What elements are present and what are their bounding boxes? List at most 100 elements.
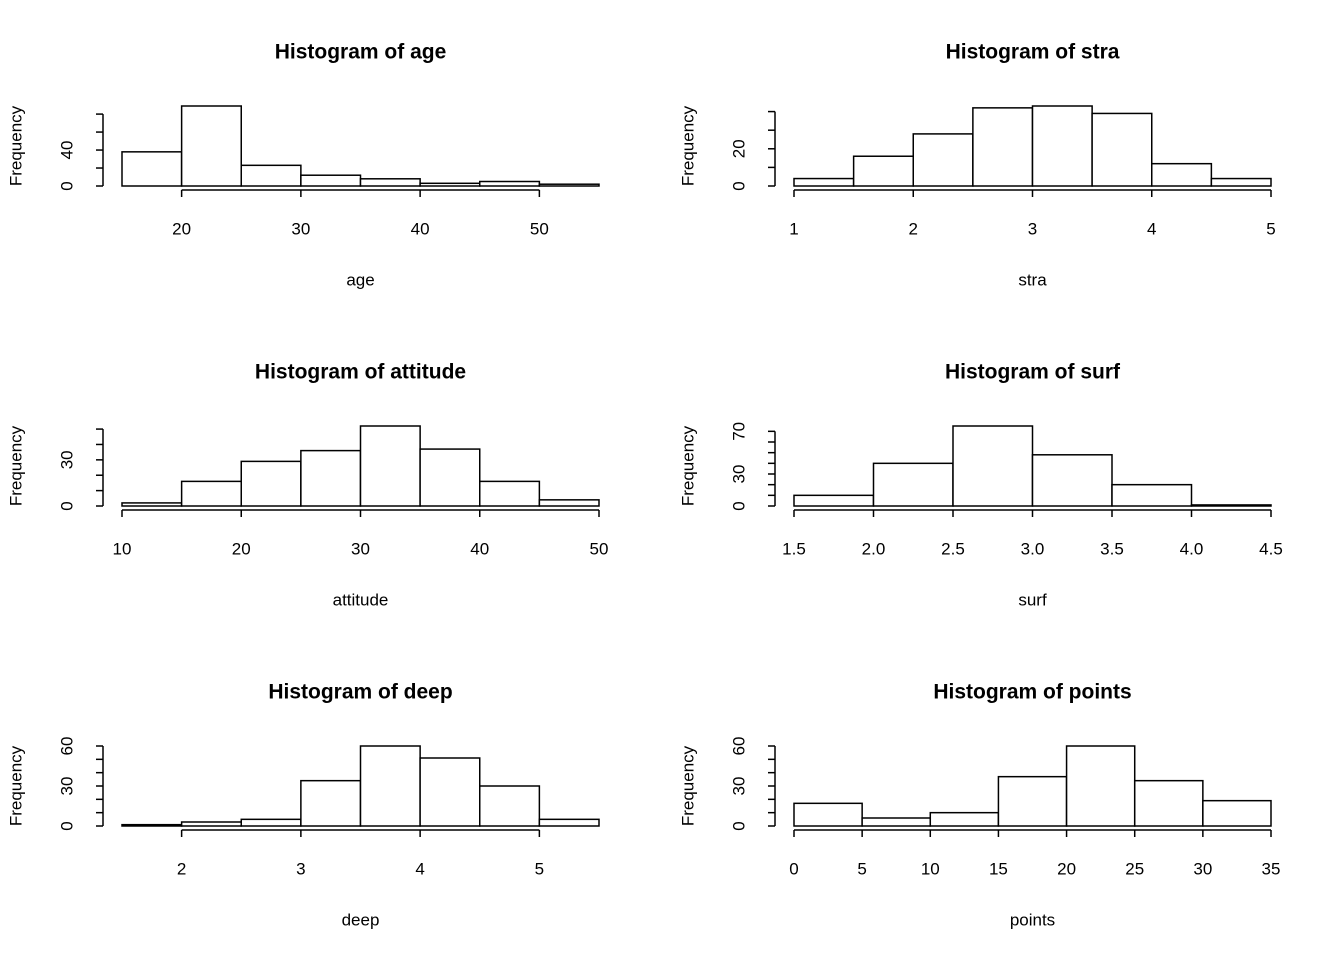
bar — [240, 460, 302, 507]
chart-title: Histogram of attitude — [255, 361, 466, 384]
bar — [359, 745, 421, 827]
bar — [1065, 745, 1136, 827]
bar — [300, 779, 362, 827]
bar — [240, 818, 302, 827]
y-axis-label: Frequency — [678, 745, 697, 826]
bar — [1111, 483, 1193, 507]
y-tick-label: 0 — [57, 501, 76, 510]
bar — [872, 462, 954, 507]
bar — [972, 107, 1034, 187]
bar — [479, 480, 541, 507]
x-tick-label: 2 — [177, 859, 186, 878]
x-tick-label: 20 — [1057, 859, 1076, 878]
x-tick-label: 5 — [1266, 219, 1275, 238]
chart-title: Histogram of surf — [945, 361, 1121, 384]
x-axis-label: deep — [342, 910, 380, 929]
x-tick-label: 2.5 — [941, 539, 965, 558]
x-tick-label: 0 — [789, 859, 798, 878]
x-tick-label: 50 — [530, 219, 549, 238]
x-tick-label: 3.5 — [1100, 539, 1124, 558]
x-tick-label: 2.0 — [862, 539, 886, 558]
bar — [912, 133, 974, 187]
bar — [1202, 799, 1272, 827]
y-tick-label: 60 — [57, 737, 76, 756]
y-axis-label: Frequency — [678, 105, 697, 186]
bar — [538, 183, 600, 187]
bar — [419, 448, 481, 507]
x-tick-label: 4 — [1147, 219, 1156, 238]
bar — [538, 818, 600, 827]
x-tick-label: 2 — [909, 219, 918, 238]
bar — [359, 425, 421, 507]
bar — [1031, 105, 1093, 187]
y-tick-label: 20 — [729, 139, 748, 158]
bar — [1031, 454, 1113, 507]
bar — [479, 785, 541, 827]
bar — [793, 802, 863, 827]
x-axis-label: surf — [1018, 590, 1047, 609]
x-tick-label: 10 — [113, 539, 132, 558]
x-tick-label: 25 — [1125, 859, 1144, 878]
bar — [419, 182, 481, 187]
x-tick-label: 30 — [351, 539, 370, 558]
chart-title: Histogram of age — [275, 41, 447, 64]
bar — [852, 155, 914, 187]
y-tick-label: 0 — [729, 821, 748, 830]
y-axis-label: Frequency — [6, 745, 25, 826]
bar — [861, 817, 932, 827]
y-axis-label: Frequency — [6, 105, 25, 186]
chart-title: Histogram of stra — [946, 41, 1120, 64]
bar — [180, 480, 242, 507]
y-axis-label: Frequency — [6, 425, 25, 506]
bar — [929, 811, 1000, 827]
y-tick-label: 0 — [729, 181, 748, 190]
y-tick-label: 0 — [57, 181, 76, 190]
bar — [180, 105, 242, 187]
bar — [1190, 504, 1272, 507]
bar — [997, 775, 1068, 827]
bar — [1091, 112, 1153, 187]
bar — [121, 502, 183, 507]
bar — [952, 425, 1034, 507]
bar — [180, 821, 242, 827]
x-tick-label: 20 — [232, 539, 251, 558]
x-tick-label: 50 — [590, 539, 609, 558]
y-tick-label: 0 — [729, 501, 748, 510]
x-tick-label: 5 — [857, 859, 866, 878]
bar — [300, 449, 362, 507]
x-tick-label: 15 — [989, 859, 1008, 878]
x-tick-label: 30 — [291, 219, 310, 238]
x-axis-label: age — [346, 270, 374, 289]
bar — [359, 178, 421, 187]
bar — [419, 757, 481, 827]
y-tick-label: 40 — [57, 141, 76, 160]
x-tick-label: 4.5 — [1259, 539, 1283, 558]
y-tick-label: 30 — [729, 465, 748, 484]
bar — [121, 823, 183, 827]
y-axis-label: Frequency — [678, 425, 697, 506]
y-tick-label: 30 — [729, 777, 748, 796]
bar — [300, 174, 362, 187]
bar — [121, 151, 183, 187]
bar — [538, 499, 600, 507]
x-tick-label: 1 — [789, 219, 798, 238]
x-tick-label: 1.5 — [782, 539, 806, 558]
x-tick-label: 4.0 — [1180, 539, 1204, 558]
bar — [1210, 177, 1272, 187]
x-axis-label: points — [1010, 910, 1055, 929]
chart-title: Histogram of points — [933, 681, 1131, 704]
x-tick-label: 3.0 — [1021, 539, 1045, 558]
x-axis-label: attitude — [333, 590, 389, 609]
bar — [479, 180, 541, 187]
x-axis-label: stra — [1018, 270, 1047, 289]
chart-title: Histogram of deep — [268, 681, 452, 704]
y-tick-label: 30 — [57, 450, 76, 469]
bar — [1133, 779, 1204, 827]
y-tick-label: 30 — [57, 777, 76, 796]
bar — [240, 164, 302, 187]
x-tick-label: 3 — [296, 859, 305, 878]
x-tick-label: 40 — [411, 219, 430, 238]
x-tick-label: 20 — [172, 219, 191, 238]
x-tick-label: 10 — [921, 859, 940, 878]
